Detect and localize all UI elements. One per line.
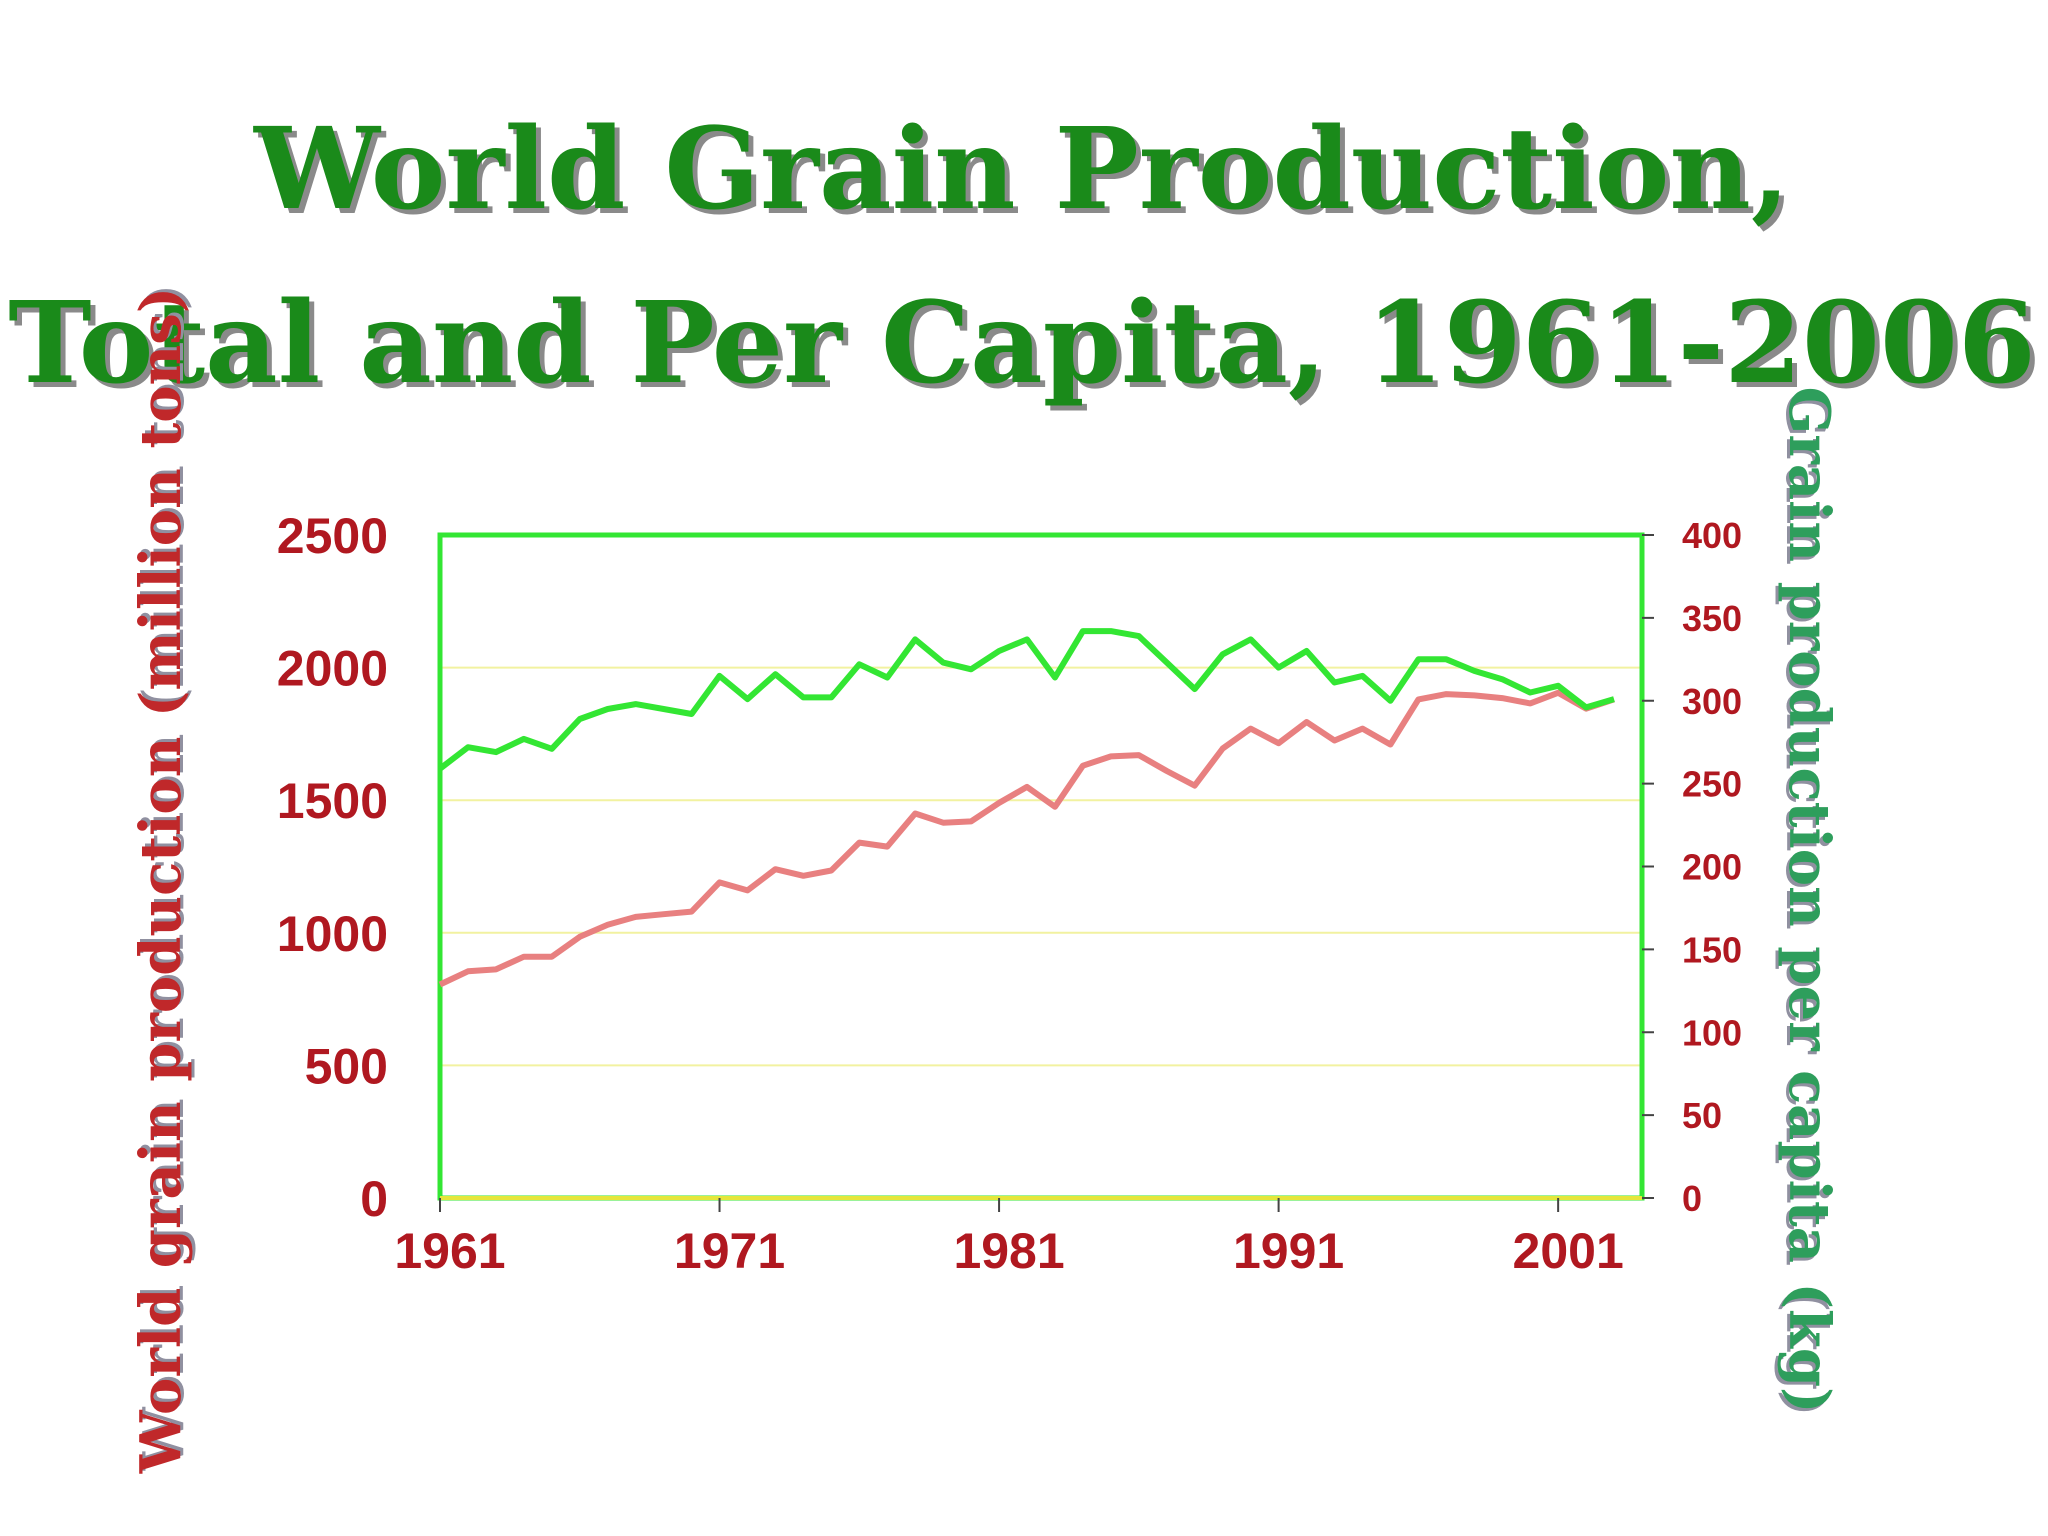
x-tick-1991: 1991 xyxy=(1233,1223,1344,1279)
x-axis-ticks: 1961 1971 1981 1991 2001 xyxy=(394,1198,1624,1279)
y-tick-left-2000: 2000 xyxy=(277,641,388,697)
chart-title-line-1: World Grain Production, xyxy=(253,104,1790,235)
y-tick-right-50: 50 xyxy=(1682,1095,1722,1136)
y-tick-right-200: 200 xyxy=(1682,847,1742,888)
y-tick-left-1000: 1000 xyxy=(277,906,388,962)
chart-title-line-2-shadow: Total and Per Capita, 1961-2006 xyxy=(13,283,2041,414)
y-axis-right-ticks: 0 50 100 150 200 250 300 350 400 xyxy=(1642,515,1742,1219)
y-axis-label-left: World grain production (million tons) Wo… xyxy=(128,284,197,1475)
y-axis-label-left-shadow: World grain production (million tons) xyxy=(131,284,197,1472)
gridlines xyxy=(440,666,1642,1067)
x-tick-1961: 1961 xyxy=(394,1223,505,1279)
y-tick-left-2500: 2500 xyxy=(277,508,388,564)
y-tick-right-250: 250 xyxy=(1682,764,1742,805)
y-tick-left-0: 0 xyxy=(360,1171,388,1227)
y-tick-right-150: 150 xyxy=(1682,929,1742,970)
series-line-per-capita xyxy=(438,628,1615,772)
y-axis-label-right-shadow: Grain production per capita (kg) xyxy=(1773,390,1839,1417)
chart-title: World Grain Production, World Grain Prod… xyxy=(8,104,2041,414)
y-axis-label-left-text: World grain production (million tons) xyxy=(128,287,194,1475)
y-tick-right-400: 400 xyxy=(1682,515,1742,556)
chart-title-line-1-shadow: World Grain Production, xyxy=(258,109,1795,240)
y-tick-right-350: 350 xyxy=(1682,598,1742,639)
series-layer xyxy=(438,628,1615,988)
y-axis-label-right: Grain production per capita (kg) Grain p… xyxy=(1773,387,1842,1417)
x-tick-1971: 1971 xyxy=(674,1223,785,1279)
y-tick-right-0: 0 xyxy=(1682,1178,1702,1219)
x-tick-1981: 1981 xyxy=(953,1223,1064,1279)
y-axis-left-ticks: 0 500 1000 1500 2000 2500 xyxy=(277,508,388,1227)
series-line-total xyxy=(438,689,1615,988)
y-axis-label-right-text: Grain production per capita (kg) xyxy=(1776,387,1842,1414)
y-tick-right-300: 300 xyxy=(1682,681,1742,722)
x-tick-2001: 2001 xyxy=(1513,1223,1624,1279)
y-tick-left-500: 500 xyxy=(305,1038,388,1094)
y-tick-left-1500: 1500 xyxy=(277,773,388,829)
plot-frame xyxy=(437,532,1645,1201)
chart-title-line-2: Total and Per Capita, 1961-2006 xyxy=(8,278,2036,409)
plot-border xyxy=(437,532,1645,1201)
y-tick-right-100: 100 xyxy=(1682,1012,1742,1053)
